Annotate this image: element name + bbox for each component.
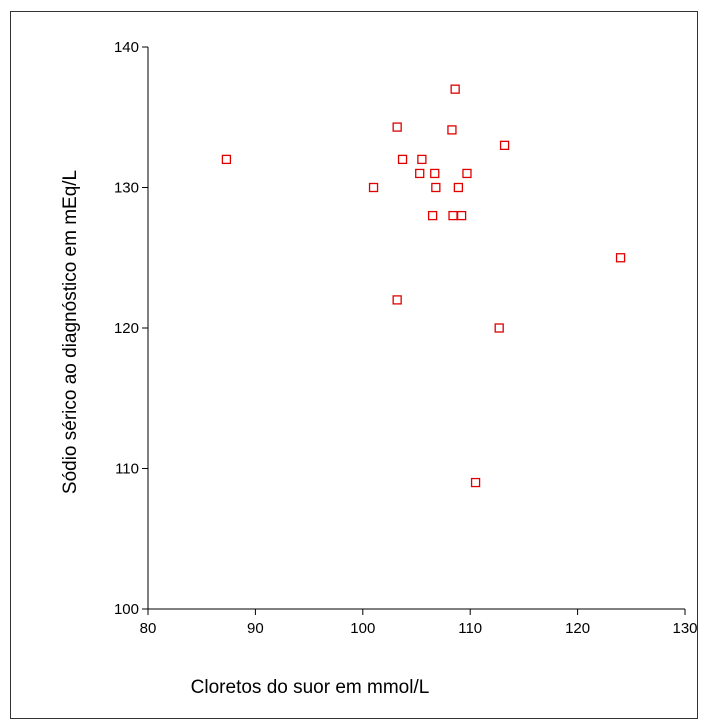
axes	[147, 47, 685, 610]
y-tick-label: 120	[114, 320, 139, 337]
data-point	[427, 210, 438, 221]
data-point	[456, 210, 467, 221]
x-axis-ticks: 80 90 100 110 120 130	[140, 609, 698, 637]
data-point	[499, 140, 510, 151]
y-tick-label: 110	[115, 461, 139, 478]
x-tick-label: 90	[247, 620, 264, 637]
data-point	[470, 477, 481, 488]
data-point	[392, 295, 402, 305]
data-point	[392, 122, 402, 132]
data-points	[221, 84, 626, 488]
data-point	[462, 168, 472, 179]
data-point	[397, 154, 408, 165]
data-point	[448, 210, 458, 221]
data-point	[221, 154, 232, 165]
x-tick-label: 100	[350, 620, 375, 637]
data-point	[430, 168, 440, 179]
y-axis-title: Sódio sérico ao diagnóstico em mEq/L	[60, 170, 81, 494]
x-tick-label: 130	[672, 620, 697, 637]
y-axis-ticks: 100 110 120 130 140	[114, 39, 148, 618]
data-point	[447, 125, 457, 135]
x-axis-title: Cloretos do suor em mmol/L	[191, 677, 430, 698]
data-point	[494, 323, 504, 333]
x-tick-label: 120	[565, 620, 590, 637]
data-point	[431, 182, 441, 193]
data-point	[415, 168, 425, 179]
x-tick-label: 110	[458, 620, 482, 637]
data-point	[615, 253, 626, 263]
y-tick-label: 140	[114, 39, 139, 56]
data-point	[450, 84, 460, 94]
x-tick-label: 80	[140, 620, 157, 637]
data-point	[368, 182, 379, 193]
y-tick-label: 100	[114, 601, 139, 618]
data-point	[417, 154, 427, 165]
chart-frame	[10, 11, 698, 719]
data-point	[453, 182, 464, 193]
y-tick-label: 130	[114, 180, 139, 197]
